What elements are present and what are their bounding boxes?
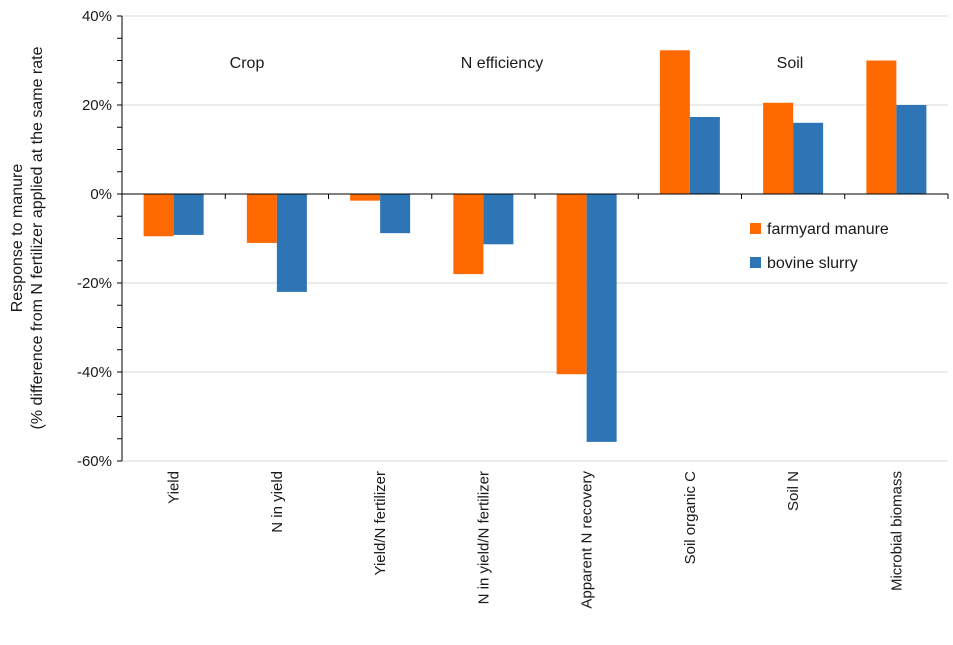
group-label: Soil [777,55,804,72]
legend-swatch [750,257,761,268]
category-label: Yield [166,471,183,504]
y-axis-label-line-1: Response to manure [9,164,26,313]
y-axis-label-line-2: (% difference from N fertilizer applied … [29,46,46,429]
y-tick-label: 20% [82,97,112,114]
bar-bovine-slurry [689,117,720,194]
bar-farmyard-manure [246,194,277,243]
y-tick-label: 40% [82,8,112,25]
y-tick-label: -40% [77,364,112,381]
bar-farmyard-manure [556,194,587,375]
bar-bovine-slurry [793,122,824,194]
category-label: Soil N [785,471,802,511]
legend-label: bovine slurry [767,255,858,272]
bar-farmyard-manure [763,102,794,194]
group-labels: Crop N efficiency Soil [230,55,804,72]
axes [117,15,949,462]
bar-farmyard-manure [453,194,484,275]
x-tick-labels: Yield N in yield Yield/N fertilizer N in yi… [166,471,906,609]
category-label: Apparent N recovery [579,471,596,609]
bar-farmyard-manure [350,194,381,201]
category-label: Yield/N fertilizer [372,471,389,575]
category-label: N in yield/N fertilizer [475,471,492,604]
bar-bovine-slurry [896,105,927,194]
bar-farmyard-manure [143,194,174,237]
bar-bovine-slurry [483,194,514,245]
category-label: Soil organic C [682,471,699,565]
category-label: Microbial biomass [888,471,905,591]
bar-farmyard-manure [866,60,897,194]
category-label: N in yield [269,471,286,533]
y-tick-label: 0% [90,186,112,203]
bar-bovine-slurry [380,194,411,234]
legend-label: farmyard manure [767,221,889,238]
bar-bovine-slurry [276,194,307,292]
y-tick-label: -20% [77,275,112,292]
y-tick-labels: -60% -40% -20% 0% 20% 40% [77,8,112,470]
group-label: N efficiency [461,55,543,72]
gridlines [122,15,948,462]
bars [143,50,927,442]
legend: farmyard manure bovine slurry [750,221,889,272]
bar-farmyard-manure [659,50,690,194]
bar-bovine-slurry [173,194,204,235]
y-tick-label: -60% [77,453,112,470]
legend-swatch [750,223,761,234]
group-label: Crop [230,55,265,72]
bar-bovine-slurry [586,194,617,442]
